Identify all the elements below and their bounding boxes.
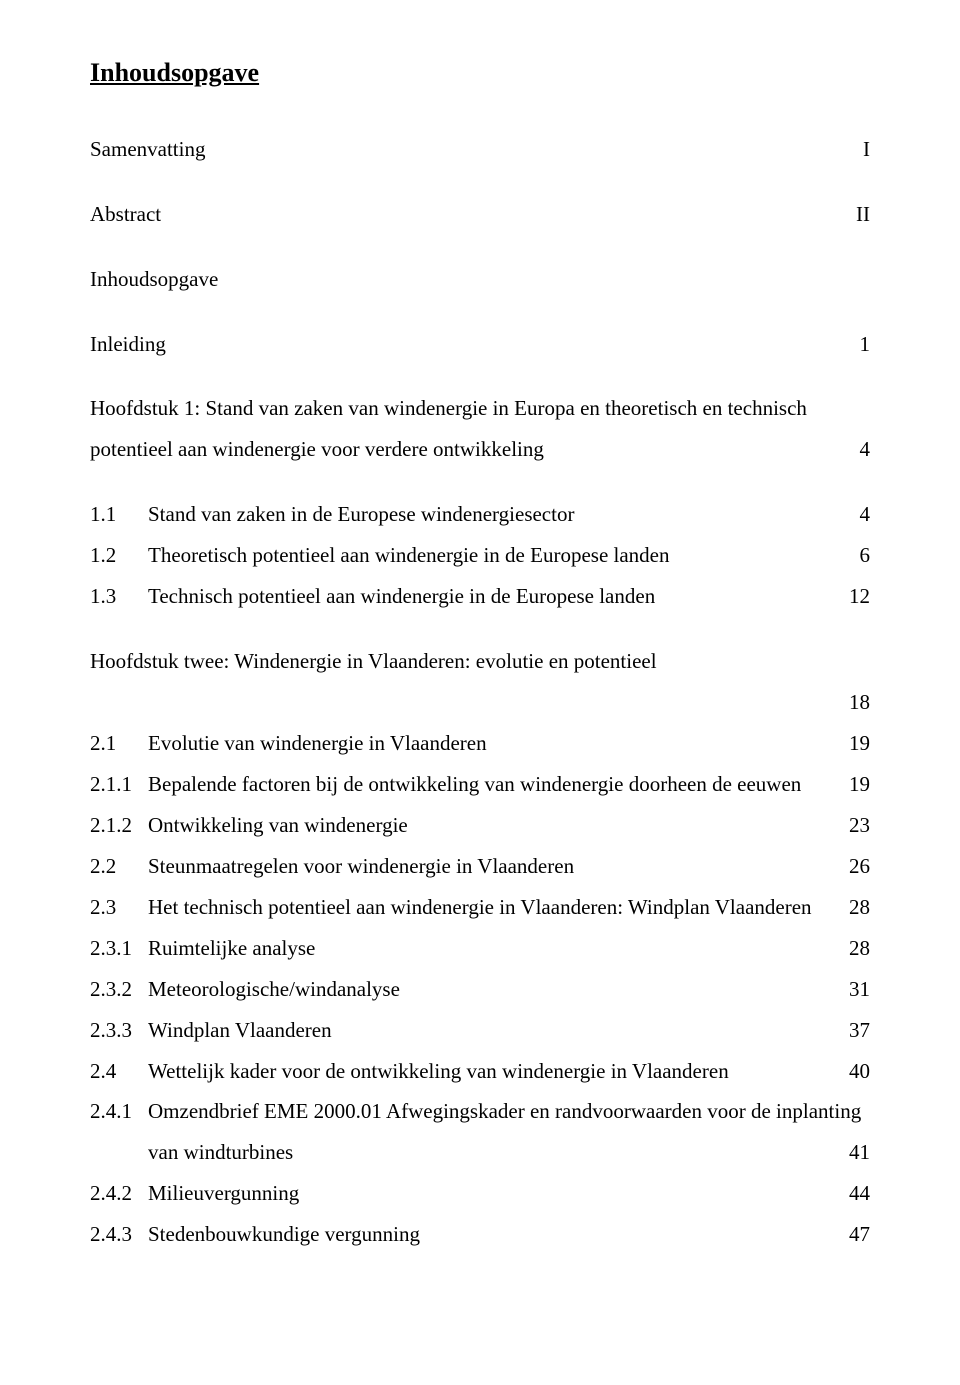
toc-entry-continuation: van windturbines 41 xyxy=(90,1132,870,1173)
toc-label: Samenvatting xyxy=(90,129,840,170)
toc-page: 4 xyxy=(840,494,870,535)
toc-entry: 2.3.1 Ruimtelijke analyse 28 xyxy=(90,928,870,969)
front-matter-block: Abstract II xyxy=(90,194,870,235)
toc-num: 2.4.2 xyxy=(90,1173,148,1214)
toc-entry: 2.3.3 Windplan Vlaanderen 37 xyxy=(90,1010,870,1051)
toc-text: van windturbines xyxy=(148,1132,840,1173)
toc-page: 19 xyxy=(840,723,870,764)
chapter-heading-line: Hoofdstuk 1: Stand van zaken van windene… xyxy=(90,388,870,429)
front-matter-block: Inhoudsopgave xyxy=(90,259,870,300)
toc-entry: 1.1 Stand van zaken in de Europese winde… xyxy=(90,494,870,535)
toc-text: Bepalende factoren bij de ontwikkeling v… xyxy=(148,764,840,805)
toc-num: 2.3.1 xyxy=(90,928,148,969)
toc-num: 1.2 xyxy=(90,535,148,576)
toc-page: 40 xyxy=(840,1051,870,1092)
chapter-heading-line: Hoofdstuk twee: Windenergie in Vlaandere… xyxy=(90,641,870,682)
toc-entry-abstract: Abstract II xyxy=(90,194,870,235)
toc-text: Evolutie van windenergie in Vlaanderen xyxy=(148,723,840,764)
toc-text: Meteorologische/windanalyse xyxy=(148,969,840,1010)
toc-text: Stand van zaken in de Europese windenerg… xyxy=(148,494,840,535)
toc-entry-inhoudsopgave: Inhoudsopgave xyxy=(90,259,870,300)
toc-page: 28 xyxy=(840,887,870,928)
toc-num: 2.4 xyxy=(90,1051,148,1092)
toc-page: 1 xyxy=(840,324,870,365)
toc-num: 2.1.2 xyxy=(90,805,148,846)
toc-entry: 2.4.2 Milieuvergunning 44 xyxy=(90,1173,870,1214)
toc-page: II xyxy=(840,194,870,235)
toc-page: I xyxy=(840,129,870,170)
toc-entry: 1.3 Technisch potentieel aan windenergie… xyxy=(90,576,870,617)
toc-entry: 2.3 Het technisch potentieel aan windene… xyxy=(90,887,870,928)
toc-label: Abstract xyxy=(90,194,840,235)
toc-text: Omzendbrief EME 2000.01 Afwegingskader e… xyxy=(148,1091,870,1132)
toc-entry-samenvatting: Samenvatting I xyxy=(90,129,870,170)
toc-page: 23 xyxy=(840,805,870,846)
toc-page: 18 xyxy=(90,682,870,723)
toc-text: Windplan Vlaanderen xyxy=(148,1010,840,1051)
toc-page: 47 xyxy=(840,1214,870,1255)
toc-num: 2.1 xyxy=(90,723,148,764)
toc-page: 4 xyxy=(840,429,870,470)
toc-page: 41 xyxy=(840,1132,870,1173)
toc-entry: 2.2 Steunmaatregelen voor windenergie in… xyxy=(90,846,870,887)
toc-page: 19 xyxy=(840,764,870,805)
toc-entry: 2.4.1 Omzendbrief EME 2000.01 Afwegingsk… xyxy=(90,1091,870,1132)
toc-page: 26 xyxy=(840,846,870,887)
toc-num: 2.4.3 xyxy=(90,1214,148,1255)
toc-num: 2.3.2 xyxy=(90,969,148,1010)
toc-num: 2.1.1 xyxy=(90,764,148,805)
toc-num: 1.3 xyxy=(90,576,148,617)
toc-page: 6 xyxy=(840,535,870,576)
toc-entry: 1.2 Theoretisch potentieel aan windenerg… xyxy=(90,535,870,576)
toc-text: Ontwikkeling van windenergie xyxy=(148,805,840,846)
toc-num: 2.2 xyxy=(90,846,148,887)
toc-text: Het technisch potentieel aan windenergie… xyxy=(148,887,840,928)
toc-page: 12 xyxy=(840,576,870,617)
toc-entry-inleiding: Inleiding 1 xyxy=(90,324,870,365)
toc-text: Stedenbouwkundige vergunning xyxy=(148,1214,840,1255)
front-matter-block: Inleiding 1 xyxy=(90,324,870,365)
chapter-heading-line: potentieel aan windenergie voor verdere … xyxy=(90,429,870,470)
toc-entry: 2.4 Wettelijk kader voor de ontwikkeling… xyxy=(90,1051,870,1092)
toc-page: 28 xyxy=(840,928,870,969)
toc-text: Steunmaatregelen voor windenergie in Vla… xyxy=(148,846,840,887)
toc-text: Milieuvergunning xyxy=(148,1173,840,1214)
toc-entry: 2.1 Evolutie van windenergie in Vlaander… xyxy=(90,723,870,764)
toc-num: 1.1 xyxy=(90,494,148,535)
toc-num: 2.4.1 xyxy=(90,1091,148,1132)
toc-text: Theoretisch potentieel aan windenergie i… xyxy=(148,535,840,576)
toc-text: Ruimtelijke analyse xyxy=(148,928,840,969)
toc-label: potentieel aan windenergie voor verdere … xyxy=(90,429,840,470)
toc-entry: 2.1.1 Bepalende factoren bij de ontwikke… xyxy=(90,764,870,805)
toc-entry: 2.1.2 Ontwikkeling van windenergie 23 xyxy=(90,805,870,846)
toc-page: 44 xyxy=(840,1173,870,1214)
toc-page: 31 xyxy=(840,969,870,1010)
toc-page: 37 xyxy=(840,1010,870,1051)
chapter-2-heading: Hoofdstuk twee: Windenergie in Vlaandere… xyxy=(90,641,870,723)
toc-num: 2.3.3 xyxy=(90,1010,148,1051)
toc-text: Wettelijk kader voor de ontwikkeling van… xyxy=(148,1051,840,1092)
toc-label: Inleiding xyxy=(90,324,840,365)
toc-entry: 2.3.2 Meteorologische/windanalyse 31 xyxy=(90,969,870,1010)
page-title: Inhoudsopgave xyxy=(90,48,870,99)
toc-entry: 2.4.3 Stedenbouwkundige vergunning 47 xyxy=(90,1214,870,1255)
front-matter-block: Samenvatting I xyxy=(90,129,870,170)
chapter-1-heading: Hoofdstuk 1: Stand van zaken van windene… xyxy=(90,388,870,470)
toc-text: Technisch potentieel aan windenergie in … xyxy=(148,576,840,617)
toc-num: 2.3 xyxy=(90,887,148,928)
